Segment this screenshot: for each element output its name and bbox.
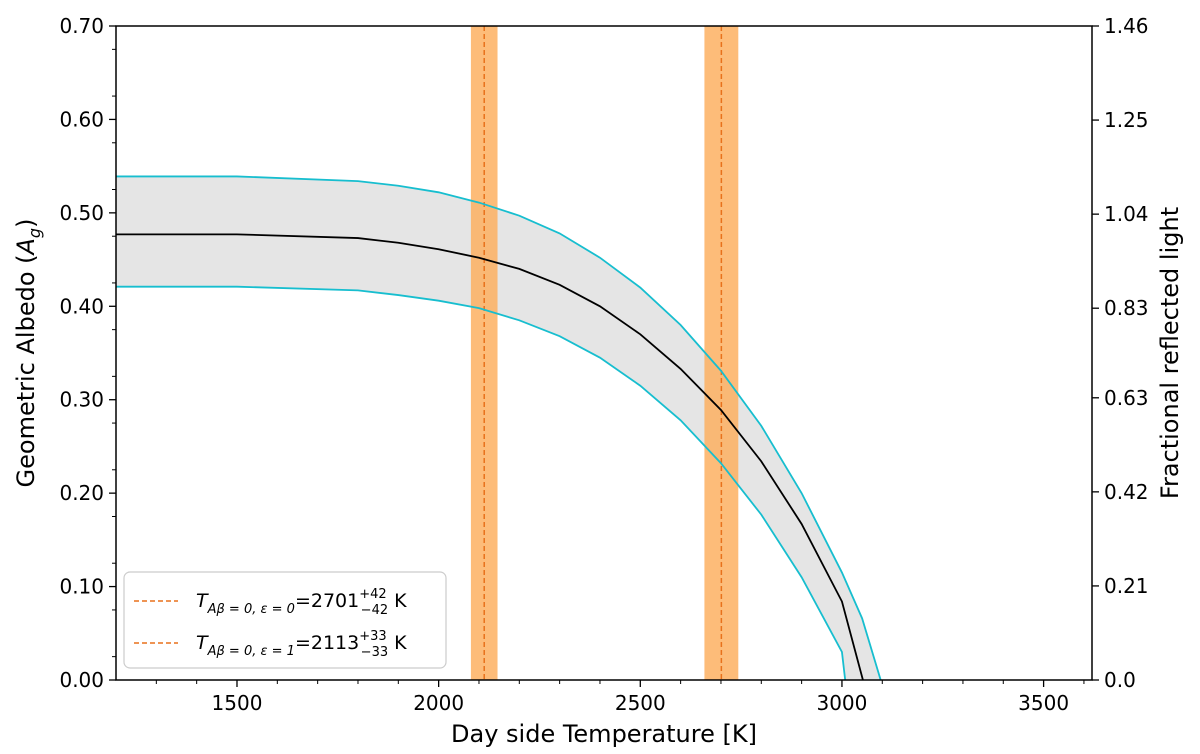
x-tick-label: 2000 — [413, 691, 464, 715]
y2-tick-label: 0.21 — [1104, 574, 1149, 598]
y-tick-label: 0.50 — [59, 201, 104, 225]
y2-tick-label: 0.83 — [1104, 296, 1149, 320]
legend-frame — [123, 571, 447, 669]
y2-tick-label: 1.46 — [1104, 14, 1149, 38]
y2-tick-label: 1.04 — [1104, 202, 1149, 226]
y-tick-label: 0.70 — [59, 14, 104, 38]
y-tick-label: 0.10 — [59, 575, 104, 599]
plot-area — [116, 26, 882, 680]
upper-bound-curve — [116, 175, 882, 680]
axes: 1500 2000 2500 3000 3500 0.00 0.10 0.20 0.30 0.40… — [59, 14, 1148, 715]
legend: TAβ = 0, ε = 0=2701+42 −42 K TAβ = 0, ε =… — [123, 571, 447, 669]
y-tick-label: 0.20 — [59, 481, 104, 505]
x-tick-label: 3000 — [816, 691, 867, 715]
x-tick-label: 1500 — [212, 691, 263, 715]
y2-tick-label: 1.25 — [1104, 108, 1149, 132]
y2-tick-label: 0.42 — [1104, 480, 1149, 504]
x-tick-label: 3500 — [1018, 691, 1069, 715]
y-axis-right-title: Fractional reflected light — [1156, 207, 1184, 499]
legend-entry-eps1: TAβ = 0, ε = 1=2113+33 −33 K — [196, 629, 407, 660]
y-tick-label: 0.00 — [59, 668, 104, 692]
x-axis-title: Day side Temperature [K] — [451, 720, 757, 748]
y2-tick-label: 0.63 — [1104, 386, 1149, 410]
legend-entry-eps0: TAβ = 0, ε = 0=2701+42 −42 K — [196, 587, 407, 618]
lower-bound-curve — [116, 285, 847, 680]
x-tick-label: 2500 — [615, 691, 666, 715]
y2-tick-label: 0.0 — [1104, 668, 1136, 692]
y-tick-label: 0.30 — [59, 388, 104, 412]
plot-frame — [115, 25, 1093, 681]
central-curve — [116, 233, 864, 680]
y-tick-label: 0.40 — [59, 294, 104, 318]
y-axis-left-title: Geometric Albedo (Ag) — [12, 219, 44, 488]
y-tick-label: 0.60 — [59, 107, 104, 131]
